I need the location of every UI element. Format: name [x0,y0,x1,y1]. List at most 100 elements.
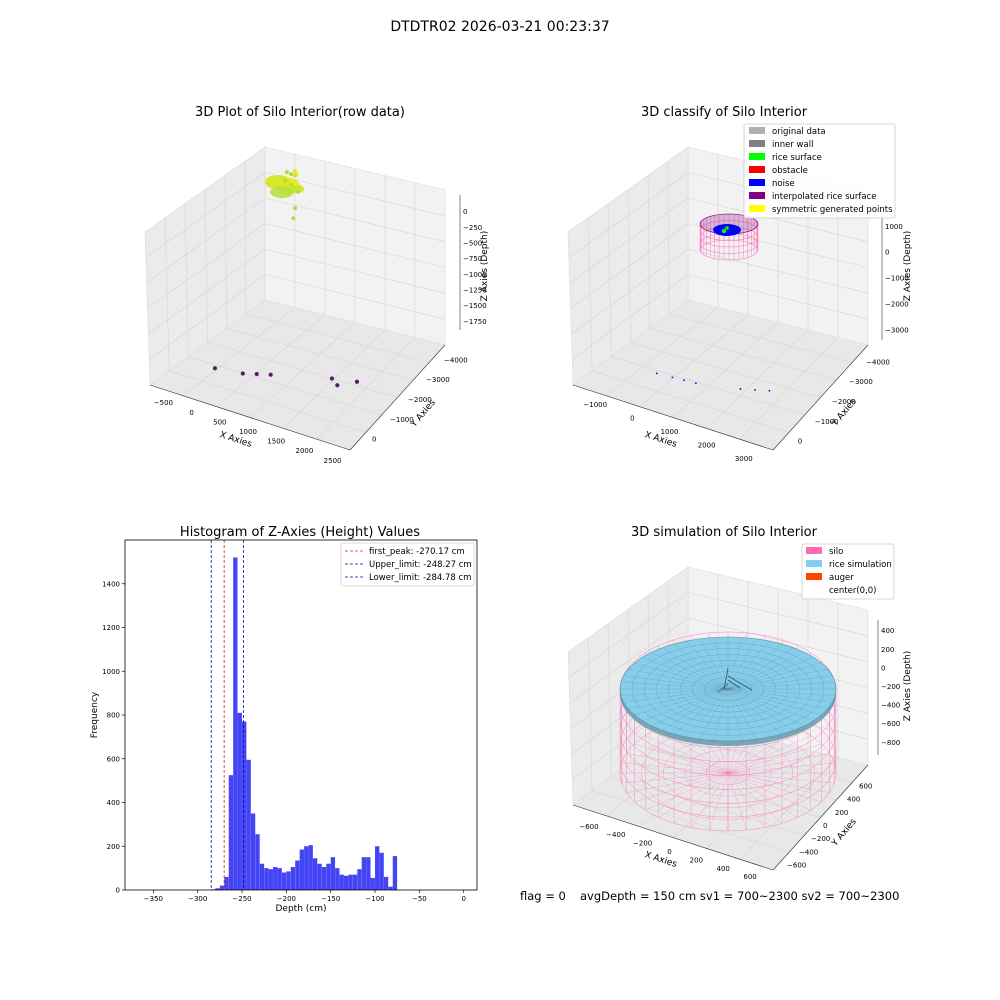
raw-z-label: Z Axies (Depth) [480,231,490,302]
classify-y-tick-label: 0 [798,438,802,446]
simulation-x-tick-label: 600 [743,873,756,881]
raw-z-tick-label: −1250 [463,287,487,295]
histogram-bar [392,856,398,890]
histogram-bar [259,863,265,890]
histogram-bar [326,863,331,890]
classify-legend-label: obstacle [772,166,808,176]
raw-x-tick-label: 1500 [267,438,285,446]
simulation-auger [717,667,753,693]
histogram-bar [379,852,384,890]
raw-z-tick-label: −250 [463,224,482,232]
histogram-legend-label: Upper_limit: -248.27 cm [369,560,472,570]
histogram-bar [215,888,220,890]
classify-legend-swatch [749,166,765,173]
raw-data-point [240,371,245,376]
histogram-x-tick-label: −350 [144,895,163,903]
classify-z-tick-label: −3000 [885,326,909,334]
simulation-x-tick-label: −400 [606,831,625,839]
histogram-x-ticks: −350 −300 −250 −200 −150 −100 −50 0 [144,890,466,903]
simulation-y-tick-label: 400 [847,796,860,804]
simulation-y-label: Y Axies [830,817,859,849]
raw-z-tick-label: −1500 [463,302,487,310]
histogram-bar [299,849,305,890]
auger-segment [717,683,729,693]
simulation-z-tick-label: −600 [881,720,900,728]
histogram-legend-label: Lower_limit: -284.78 cm [369,573,471,583]
classify-y-ticks: 0 −1000 −2000 −3000 −4000 [798,358,890,445]
simulation-x-tick-label: 200 [690,856,703,864]
classify-noise-point [694,382,697,385]
raw-data-point [354,379,360,384]
histogram-y-tick-label: 800 [107,712,120,720]
raw-y-tick-label: 0 [372,436,376,444]
simulation-legend-label: auger [829,573,854,583]
raw-y-tick-label: −1000 [390,416,414,424]
classify-legend-label: noise [772,179,795,189]
simulation-y-tick-label: 200 [835,809,848,817]
classify-noise-point [754,388,756,391]
raw-y-ticks: 0 −1000 −2000 −3000 −4000 [372,356,468,443]
simulation-legend: silo rice simulation auger center(0,0) [801,543,895,600]
classify-z-ticks: 1000 0 −1000 −2000 −3000 [885,223,909,335]
histogram-frame [124,539,478,891]
classify-3d-plot: 3D classify of Silo Interior −1000 0 1000 2… [567,105,913,463]
classify-legend-label: symmetric generated points [772,205,893,215]
histogram-bar [312,858,318,890]
classify-z-tick-label: −2000 [885,300,909,308]
simulation-y-tick-label: −400 [799,848,818,856]
classify-legend-swatch [749,179,765,186]
histogram-bar [224,876,229,890]
histogram-plot: Histogram of Z-Axies (Height) Values −35… [90,525,478,914]
raw-data-point [294,172,299,177]
simulation-x-tick-label: −200 [633,840,652,848]
classify-z-tick-label: 1000 [885,223,903,231]
histogram-bar [237,712,242,890]
raw-data-point [284,170,289,175]
classify-noise-point [683,379,686,382]
histogram-y-tick-label: 400 [107,799,120,807]
simulation-legend-swatch [806,547,822,554]
simulation-x-tick-label: 0 [667,848,671,856]
simulation-z-tick-label: 400 [881,627,894,635]
classify-rice-point [721,228,727,234]
classify-legend-label: original data [772,127,826,137]
raw-x-tick-label: 1000 [239,428,257,436]
raw-data-point [291,216,296,221]
histogram-bar [321,867,327,890]
raw-z-tick-label: 0 [463,208,467,216]
histogram-x-label: Depth (cm) [275,904,326,914]
histogram-bar [304,846,309,890]
histogram-bar [352,874,358,890]
simulation-z-tick-label: −800 [881,739,900,747]
raw-x-tick-label: 500 [213,418,226,426]
histogram-bar [335,868,340,890]
histogram-y-tick-label: 0 [116,887,120,895]
histogram-x-tick-label: −300 [188,895,207,903]
histogram-legend: first_peak: -270.17 cm Upper_limit: -248.… [340,542,475,587]
classify-noise-cluster [713,224,741,236]
raw-y-tick-label: −3000 [426,376,450,384]
simulation-x-tick-label: −600 [579,823,598,831]
raw-x-tick-label: −500 [154,399,173,407]
histogram-y-ticks: 0 200 400 600 800 1000 1200 1400 [102,580,125,895]
raw-data-point [289,182,294,187]
simulation-y-tick-label: 0 [823,822,827,830]
histogram-x-tick-label: −50 [412,895,427,903]
histogram-bar [250,813,256,890]
simulation-x-label: X Axies [643,850,678,870]
histogram-bar [290,867,296,890]
raw-data-point [329,376,335,381]
simulation-z-tick-label: −400 [881,702,900,710]
histogram-bar [339,874,344,890]
raw-data-point [212,366,218,371]
simulation-z-tick-label: 0 [881,664,885,672]
classify-noise-point [768,389,771,392]
raw-z-tick-label: −750 [463,255,482,263]
raw-x-tick-label: 2000 [295,447,313,455]
histogram-x-tick-label: 0 [461,895,465,903]
histogram-bar [233,557,238,890]
classify-noise-point [655,372,658,375]
footer-flag: flag = 0 [520,889,566,903]
simulation-x-ticks: −600 −400 −200 0 200 400 600 [579,823,756,881]
simulation-legend-swatch [806,560,822,567]
